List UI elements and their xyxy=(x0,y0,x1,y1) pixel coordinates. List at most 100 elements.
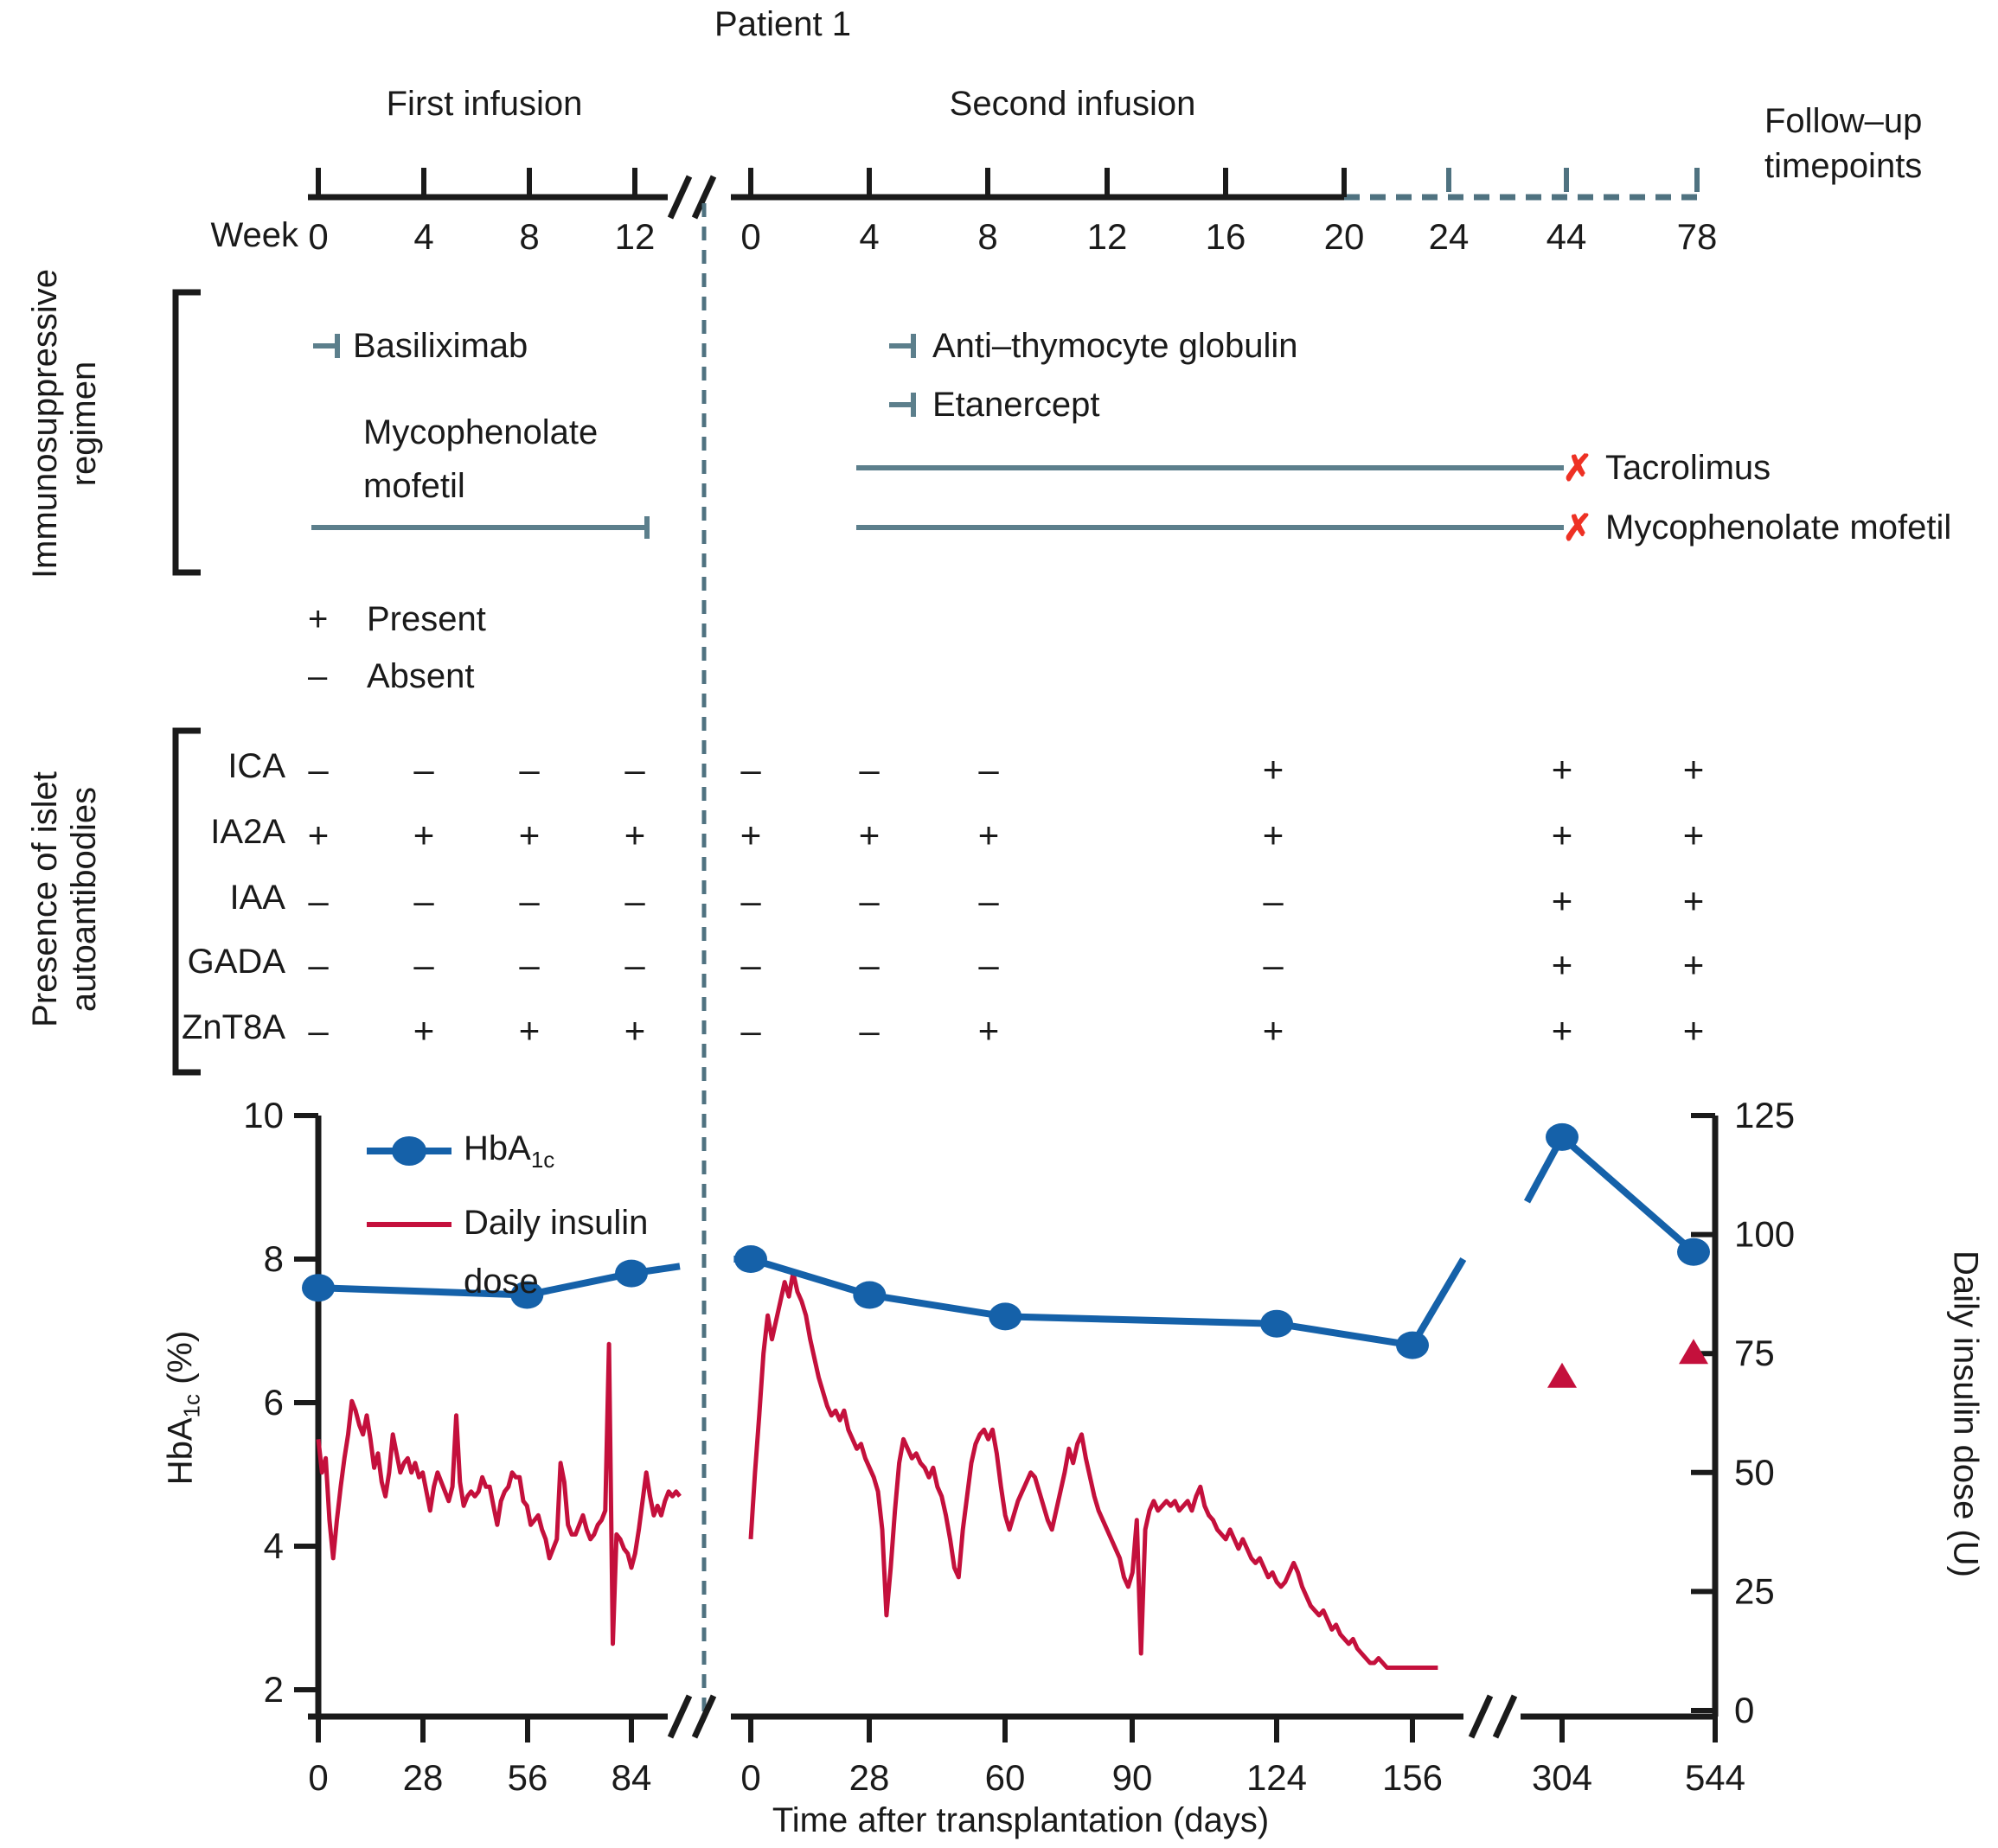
y-right-axis-title: Daily insulin dose (U) xyxy=(1946,1250,1985,1577)
hba1c-point-marker xyxy=(734,1245,767,1273)
y-right-tick-label: 125 xyxy=(1734,1095,1795,1135)
y-left-tick-label: 6 xyxy=(264,1382,284,1423)
axis-break-icon xyxy=(667,175,693,220)
autoantibody-cell: + xyxy=(1551,748,1573,790)
autoantibody-cell: + xyxy=(1262,814,1284,855)
y-right-tick-label: 0 xyxy=(1734,1690,1754,1730)
axis-break-icon xyxy=(667,1694,693,1739)
legend-insulin-label-line2: dose xyxy=(464,1263,539,1301)
tacrolimus-label: Tacrolimus xyxy=(1605,449,1771,487)
hba1c-point-marker xyxy=(615,1259,648,1288)
week-tick-label: 4 xyxy=(859,216,879,257)
x-tick-label: 0 xyxy=(740,1757,760,1798)
x-tick-label: 156 xyxy=(1382,1757,1443,1798)
autoantibody-cell: – xyxy=(624,879,645,921)
autoantibody-cell: – xyxy=(740,1009,761,1051)
x-tick-label: 28 xyxy=(403,1757,444,1798)
axis-break-icon xyxy=(1492,1694,1518,1739)
week-tick-label: 24 xyxy=(1429,216,1470,257)
autoantibody-row-label: IA2A xyxy=(210,813,285,851)
week-tick-label: 0 xyxy=(740,216,760,257)
x-tick-label: 124 xyxy=(1246,1757,1307,1798)
present-label: Present xyxy=(367,600,486,638)
mmf-first-label-line2: mofetil xyxy=(363,467,465,505)
insulin-line xyxy=(748,1270,1438,1670)
autoantibody-row-label: IAA xyxy=(229,879,285,917)
hba1c-line xyxy=(733,1256,1467,1349)
followup-label-line1: Follow–up xyxy=(1764,102,1923,140)
autoantibody-cell: + xyxy=(1682,814,1705,855)
hba1c-point-marker xyxy=(1260,1309,1294,1338)
autoantibody-row-label: ZnT8A xyxy=(181,1008,285,1046)
absent-symbol: – xyxy=(308,657,328,695)
y-right-tick-label: 50 xyxy=(1734,1452,1775,1493)
autoantibody-cell: + xyxy=(1682,943,1705,985)
autoantibody-cell: + xyxy=(518,814,541,855)
week-tick-label: 78 xyxy=(1677,216,1718,257)
autoantibody-row-label: GADA xyxy=(187,943,285,981)
autoantibody-cell: – xyxy=(1263,943,1284,985)
week-label: Week xyxy=(210,216,298,254)
autoantibody-cell: + xyxy=(413,1009,435,1051)
x-tick-label: 28 xyxy=(849,1757,890,1798)
autoantibody-cell: – xyxy=(740,748,761,790)
autoantibody-cell: – xyxy=(413,748,434,790)
hba1c-point-marker xyxy=(510,1281,544,1309)
autoantibody-cell: – xyxy=(859,943,880,985)
regimen-bracket xyxy=(172,289,201,576)
autoantibody-cell: + xyxy=(1551,943,1573,985)
x-tick-label: 56 xyxy=(508,1757,548,1798)
autoantibody-row-label: ICA xyxy=(227,747,285,785)
hba1c-point-marker xyxy=(1396,1331,1429,1359)
figure-title: Patient 1 xyxy=(714,5,851,43)
x-tick-label: 0 xyxy=(308,1757,328,1798)
week-tick-label: 44 xyxy=(1547,216,1587,257)
autoantibody-cell: – xyxy=(519,943,540,985)
autoantibody-cell: – xyxy=(308,879,329,921)
autoantibody-cell: + xyxy=(1262,748,1284,790)
autoantibody-cell: – xyxy=(978,879,999,921)
autoantibody-cell: + xyxy=(1551,879,1573,921)
autoantibody-cell: – xyxy=(859,748,880,790)
autoantibody-cell: – xyxy=(978,943,999,985)
autoantibody-cell: – xyxy=(859,1009,880,1051)
basiliximab-label: Basiliximab xyxy=(353,327,528,365)
autoantibody-cell: – xyxy=(859,879,880,921)
autoantibody-cell: – xyxy=(978,748,999,790)
autoantibody-cell: + xyxy=(624,1009,646,1051)
tacrolimus-stop-icon: ✗ xyxy=(1562,447,1593,489)
autoantibody-cell: + xyxy=(307,814,330,855)
y-left-axis-title: HbA1c (%) xyxy=(161,1330,205,1486)
autoantibody-cell: – xyxy=(624,943,645,985)
legend-hba1c-dot-icon xyxy=(392,1136,426,1166)
axis-break-icon xyxy=(1468,1694,1494,1739)
autoantibody-cell: + xyxy=(858,814,881,855)
y-right-tick-label: 25 xyxy=(1734,1570,1775,1611)
y-right-tick-label: 100 xyxy=(1734,1214,1795,1255)
autoantibody-cell: + xyxy=(740,814,762,855)
autoantibody-side-label: Presence of islet autoantibodies xyxy=(26,771,103,1027)
etanercept-label: Etanercept xyxy=(932,386,1100,424)
week-tick-label: 20 xyxy=(1324,216,1365,257)
autoantibody-cell: + xyxy=(624,814,646,855)
autoantibody-cell: + xyxy=(1682,748,1705,790)
autoantibody-cell: + xyxy=(1551,814,1573,855)
autoantibody-cell: – xyxy=(519,879,540,921)
autoantibody-cell: + xyxy=(1551,1009,1573,1051)
mmf-first-label-line1: Mycophenolate xyxy=(363,413,599,451)
week-tick-label: 8 xyxy=(977,216,997,257)
present-symbol: + xyxy=(308,600,329,638)
hba1c-point-marker xyxy=(989,1302,1022,1331)
x-tick-label: 60 xyxy=(985,1757,1026,1798)
y-left-tick-label: 2 xyxy=(264,1669,284,1710)
x-tick-label: 84 xyxy=(612,1757,652,1798)
insulin-triangle-marker xyxy=(1679,1339,1708,1365)
autoantibody-cell: + xyxy=(518,1009,541,1051)
legend-hba1c-label: HbA1c xyxy=(464,1129,555,1173)
autoantibody-cell: + xyxy=(977,1009,1000,1051)
atg-label: Anti–thymocyte globulin xyxy=(932,327,1298,365)
insulin-triangle-marker xyxy=(1547,1362,1577,1388)
x-tick-label: 90 xyxy=(1112,1757,1153,1798)
hba1c-point-marker xyxy=(1546,1122,1579,1151)
